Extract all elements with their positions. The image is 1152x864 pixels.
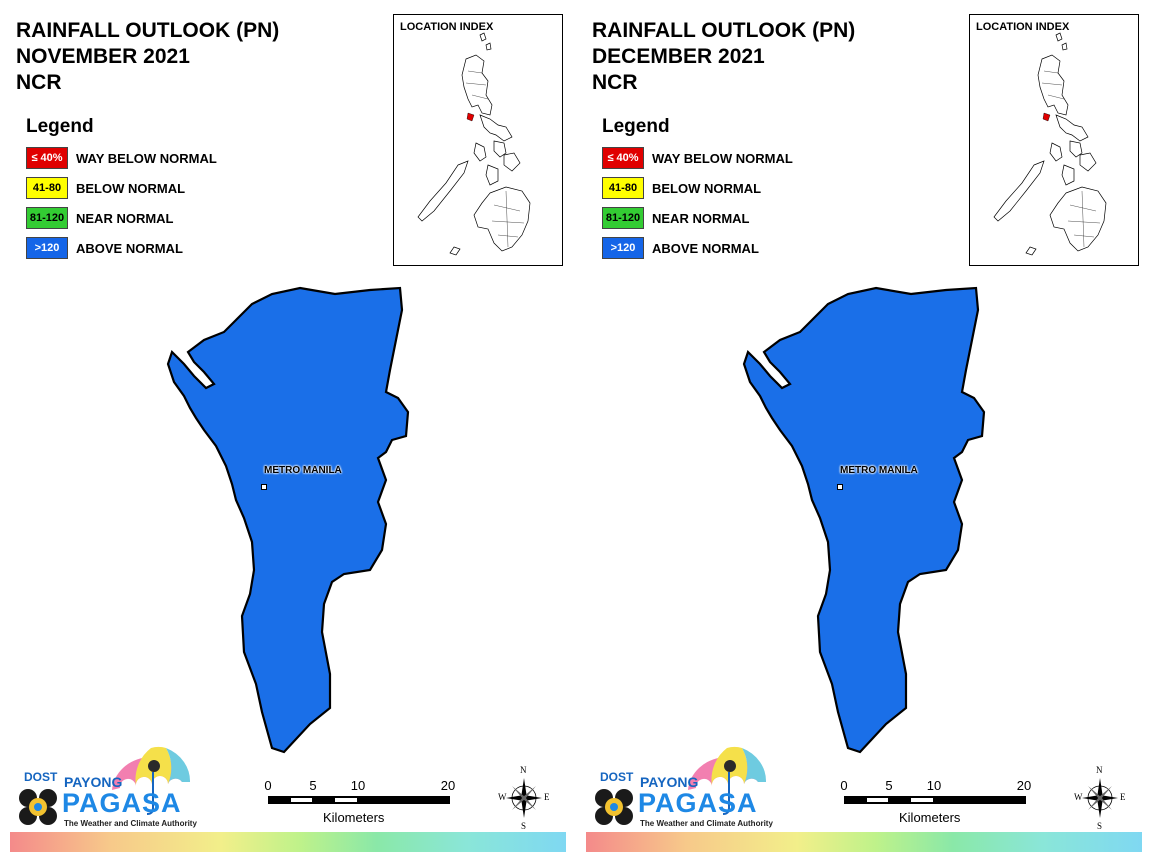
ncr-marker-icon bbox=[466, 112, 475, 122]
region-label: METRO MANILA bbox=[264, 465, 342, 476]
scale-tick-0: 0 bbox=[264, 778, 272, 793]
legend-rows: ≤ 40% WAY BELOW NORMAL 41-80 BELOW NORMAL 81… bbox=[26, 147, 246, 267]
footer-color-strip bbox=[586, 832, 1142, 852]
legend-label: NEAR NORMAL bbox=[76, 211, 174, 226]
legend-swatch: ≤ 40% bbox=[602, 147, 644, 169]
compass-w: W bbox=[1074, 792, 1083, 802]
legend-item: 41-80 BELOW NORMAL bbox=[602, 177, 822, 207]
compass-e: E bbox=[544, 792, 550, 802]
map-title: RAINFALL OUTLOOK (PN) DECEMBER 2021 NCR bbox=[592, 18, 855, 96]
title-line-3: NCR bbox=[16, 71, 62, 94]
title-line-2: NOVEMBER 2021 bbox=[16, 45, 190, 68]
legend-rows: ≤ 40% WAY BELOW NORMAL 41-80 BELOW NORMAL 81… bbox=[602, 147, 822, 267]
philippines-outline-map bbox=[993, 32, 1107, 256]
payong-pagasa-logo: DOST PAYONG PAGASA The Weather and Clima… bbox=[16, 742, 197, 832]
legend-swatch: 41-80 bbox=[602, 177, 644, 199]
scale-bar-segments bbox=[268, 796, 450, 804]
legend-label: BELOW NORMAL bbox=[76, 181, 186, 196]
legend-item: 41-80 BELOW NORMAL bbox=[26, 177, 246, 207]
region-marker bbox=[837, 484, 843, 490]
legend-label: NEAR NORMAL bbox=[652, 211, 750, 226]
compass-n: N bbox=[520, 765, 527, 775]
scale-tick-20: 20 bbox=[440, 778, 456, 793]
compass-n: N bbox=[1096, 765, 1103, 775]
legend-swatch: 81-120 bbox=[26, 207, 68, 229]
title-line-1: RAINFALL OUTLOOK (PN) bbox=[16, 19, 280, 42]
title-line-1: RAINFALL OUTLOOK (PN) bbox=[592, 19, 856, 42]
payong-text: PAYONG bbox=[64, 774, 123, 790]
ncr-marker-icon bbox=[1042, 112, 1051, 122]
scale-tick-0: 0 bbox=[840, 778, 848, 793]
scale-tick-5: 5 bbox=[309, 778, 317, 793]
ncr-region-shape bbox=[742, 286, 986, 754]
philippines-outline-map bbox=[417, 32, 531, 256]
legend-label: BELOW NORMAL bbox=[652, 181, 762, 196]
compass-rose-icon bbox=[506, 778, 542, 818]
map-title: RAINFALL OUTLOOK (PN) NOVEMBER 2021 NCR bbox=[16, 18, 279, 96]
legend-item: ≤ 40% WAY BELOW NORMAL bbox=[602, 147, 822, 177]
location-index-inset: LOCATION INDEX bbox=[393, 14, 563, 266]
legend-title: Legend bbox=[26, 116, 94, 137]
scale-tick-10: 10 bbox=[926, 778, 942, 793]
title-line-2: DECEMBER 2021 bbox=[592, 45, 765, 68]
legend: Legend ≤ 40% WAY BELOW NORMAL 41-80 BELOW N… bbox=[602, 116, 822, 267]
compass-w: W bbox=[498, 792, 507, 802]
scale-tick-10: 10 bbox=[350, 778, 366, 793]
legend-swatch: >120 bbox=[602, 237, 644, 259]
compass-e: E bbox=[1120, 792, 1126, 802]
logo-tagline: The Weather and Climate Authority bbox=[640, 819, 773, 828]
legend-item: 81-120 NEAR NORMAL bbox=[26, 207, 246, 237]
compass-s: S bbox=[1097, 821, 1103, 831]
legend-title: Legend bbox=[602, 116, 670, 137]
ncr-map: METRO MANILA bbox=[160, 280, 420, 760]
legend-item: >120 ABOVE NORMAL bbox=[26, 237, 246, 267]
december-outlook-panel: RAINFALL OUTLOOK (PN) DECEMBER 2021 NCR … bbox=[576, 0, 1152, 864]
compass-rose: N S W E bbox=[498, 765, 550, 832]
ncr-region-shape bbox=[166, 286, 410, 754]
scale-bar: 0 5 10 20 Kilometers bbox=[834, 778, 1034, 828]
legend-swatch: ≤ 40% bbox=[26, 147, 68, 169]
title-line-3: NCR bbox=[592, 71, 638, 94]
location-index-title: LOCATION INDEX bbox=[976, 21, 1070, 33]
pagasa-text: PAGASA bbox=[638, 788, 758, 818]
legend-swatch: 41-80 bbox=[26, 177, 68, 199]
logo-tagline: The Weather and Climate Authority bbox=[64, 819, 197, 828]
november-outlook-panel: RAINFALL OUTLOOK (PN) NOVEMBER 2021 NCR … bbox=[10, 14, 566, 852]
scale-tick-20: 20 bbox=[1016, 778, 1032, 793]
legend-swatch: >120 bbox=[26, 237, 68, 259]
scale-unit-label: Kilometers bbox=[899, 810, 961, 825]
footer-color-strip bbox=[10, 832, 566, 852]
payong-text: PAYONG bbox=[640, 774, 699, 790]
scale-unit-label: Kilometers bbox=[323, 810, 385, 825]
region-marker bbox=[261, 484, 267, 490]
legend-item: ≤ 40% WAY BELOW NORMAL bbox=[26, 147, 246, 177]
payong-pagasa-logo: DOST PAYONG PAGASA The Weather and Clima… bbox=[592, 742, 773, 832]
region-label: METRO MANILA bbox=[840, 465, 918, 476]
legend-label: WAY BELOW NORMAL bbox=[652, 151, 793, 166]
scale-tick-5: 5 bbox=[885, 778, 893, 793]
legend-item: 81-120 NEAR NORMAL bbox=[602, 207, 822, 237]
ncr-map: METRO MANILA bbox=[736, 280, 996, 760]
compass-s: S bbox=[521, 821, 527, 831]
legend-label: WAY BELOW NORMAL bbox=[76, 151, 217, 166]
legend-swatch: 81-120 bbox=[602, 207, 644, 229]
compass-rose: N S W E bbox=[1074, 765, 1126, 832]
legend-label: ABOVE NORMAL bbox=[76, 241, 183, 256]
legend-item: >120 ABOVE NORMAL bbox=[602, 237, 822, 267]
pagasa-text: PAGASA bbox=[62, 788, 182, 818]
scale-bar: 0 5 10 20 Kilometers bbox=[258, 778, 458, 828]
location-index-inset: LOCATION INDEX bbox=[969, 14, 1139, 266]
umbrella-logo-icon bbox=[595, 746, 767, 825]
umbrella-logo-icon bbox=[19, 746, 191, 825]
dost-text: DOST bbox=[600, 770, 634, 784]
dost-text: DOST bbox=[24, 770, 58, 784]
location-index-title: LOCATION INDEX bbox=[400, 21, 494, 33]
compass-rose-icon bbox=[1082, 778, 1118, 818]
legend-label: ABOVE NORMAL bbox=[652, 241, 759, 256]
legend: Legend ≤ 40% WAY BELOW NORMAL 41-80 BELOW N… bbox=[26, 116, 246, 267]
scale-bar-segments bbox=[844, 796, 1026, 804]
